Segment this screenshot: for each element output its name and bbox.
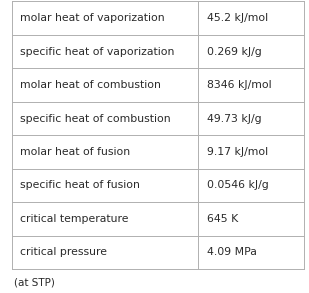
Text: 645 K: 645 K	[207, 214, 238, 224]
Text: critical temperature: critical temperature	[20, 214, 129, 224]
Text: molar heat of vaporization: molar heat of vaporization	[20, 13, 165, 23]
Text: molar heat of combustion: molar heat of combustion	[20, 80, 161, 90]
Text: specific heat of fusion: specific heat of fusion	[20, 180, 140, 190]
Text: 45.2 kJ/mol: 45.2 kJ/mol	[207, 13, 268, 23]
Text: specific heat of vaporization: specific heat of vaporization	[20, 47, 175, 57]
Text: 9.17 kJ/mol: 9.17 kJ/mol	[207, 147, 268, 157]
Text: specific heat of combustion: specific heat of combustion	[20, 113, 171, 124]
Text: 0.0546 kJ/g: 0.0546 kJ/g	[207, 180, 269, 190]
Text: 49.73 kJ/g: 49.73 kJ/g	[207, 113, 262, 124]
Text: 8346 kJ/mol: 8346 kJ/mol	[207, 80, 272, 90]
Text: 4.09 MPa: 4.09 MPa	[207, 247, 257, 257]
Text: 0.269 kJ/g: 0.269 kJ/g	[207, 47, 262, 57]
Text: (at STP): (at STP)	[14, 277, 55, 287]
Text: critical pressure: critical pressure	[20, 247, 107, 257]
Text: molar heat of fusion: molar heat of fusion	[20, 147, 130, 157]
